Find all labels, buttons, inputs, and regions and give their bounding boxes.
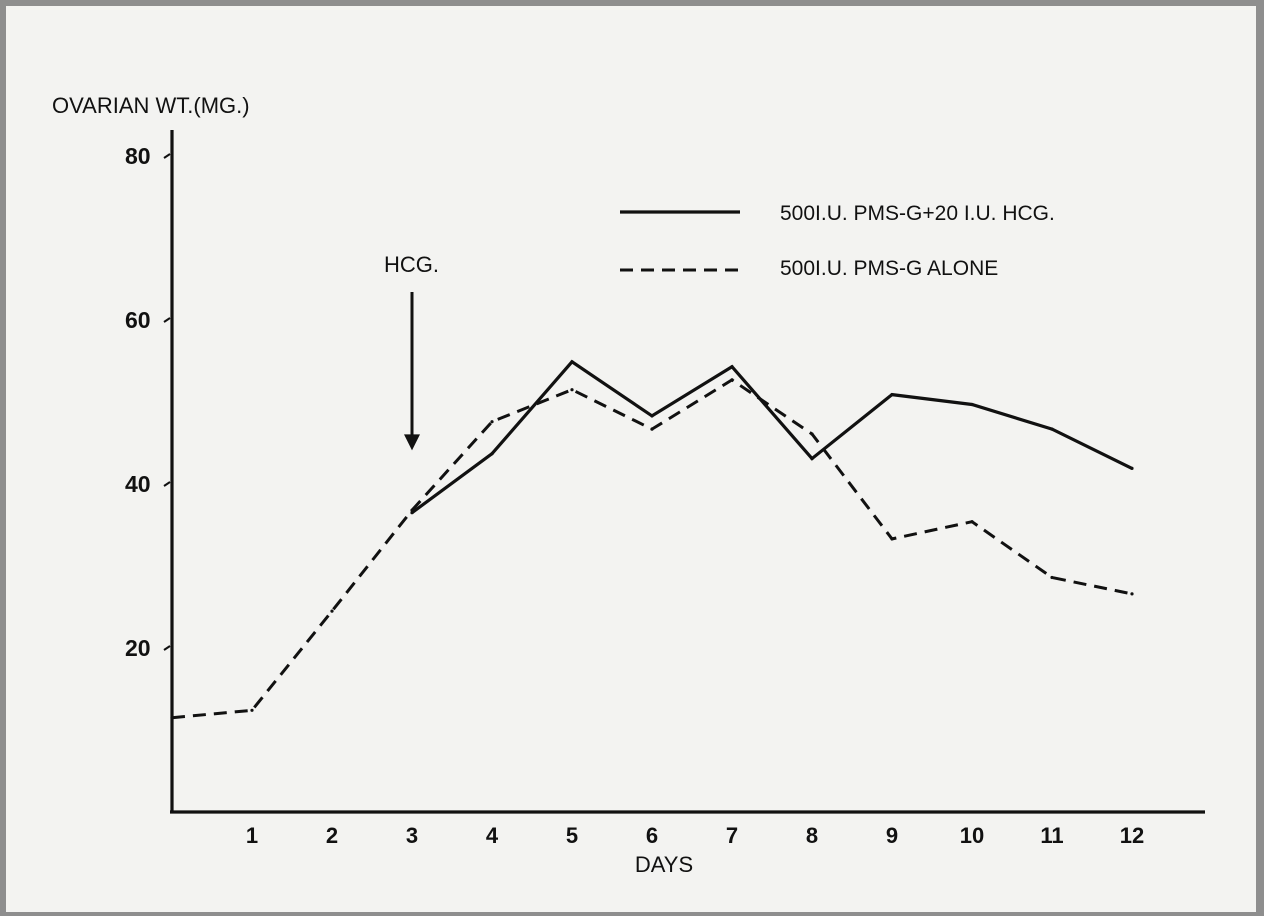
data-point-dashed-day-5 <box>570 388 574 392</box>
legend-solid-label: 500I.U. PMS-G+20 I.U. HCG. <box>780 202 1055 225</box>
data-point-dashed-day-10 <box>970 520 974 524</box>
y-tick-label-20: 20 <box>125 635 151 661</box>
x-tick-label-1: 1 <box>246 823 258 848</box>
x-tick-label-3: 3 <box>406 823 418 848</box>
data-point-solid-day-4 <box>490 452 494 456</box>
data-point-dashed-day-12 <box>1130 592 1134 596</box>
y-tick-mark-60 <box>163 317 171 323</box>
x-tick-label-12: 12 <box>1120 823 1144 848</box>
data-point-solid-day-11 <box>1050 427 1054 431</box>
y-tick-label-80: 80 <box>125 143 151 169</box>
x-tick-label-11: 11 <box>1040 823 1063 848</box>
data-point-dashed-day-6 <box>650 427 654 431</box>
legend-dashed-label: 500I.U. PMS-G ALONE <box>780 257 998 280</box>
data-point-solid-day-12 <box>1130 466 1134 470</box>
data-point-dashed-day-0 <box>170 716 174 720</box>
data-point-dashed-day-2 <box>330 609 334 613</box>
y-tick-mark-40 <box>163 481 171 487</box>
data-point-solid-day-6 <box>650 414 654 418</box>
y-tick-labels: 20 40 60 80 <box>125 143 171 661</box>
x-tick-label-6: 6 <box>646 823 658 848</box>
data-point-dashed-day-7 <box>730 378 734 382</box>
y-tick-mark-20 <box>163 645 171 651</box>
data-point-solid-day-10 <box>970 402 974 407</box>
hcg-arrow-head <box>404 434 420 451</box>
x-tick-labels: 1 2 3 4 5 6 7 8 9 10 11 12 <box>246 823 1144 848</box>
data-point-dashed-day-1 <box>250 708 254 712</box>
data-point-dashed-day-8 <box>810 432 814 436</box>
y-tick-label-40: 40 <box>125 471 151 497</box>
legend: 500I.U. PMS-G+20 I.U. HCG. 500I.U. PMS-G… <box>620 202 1055 280</box>
y-axis-label: OVARIAN WT.(MG.) <box>52 93 250 118</box>
data-point-dashed-day-3 <box>410 508 414 512</box>
x-tick-label-5: 5 <box>566 823 578 848</box>
hcg-annotation: HCG. <box>384 252 439 451</box>
hcg-annotation-label: HCG. <box>384 252 439 277</box>
x-tick-label-9: 9 <box>886 823 898 848</box>
x-tick-label-8: 8 <box>806 823 818 848</box>
data-point-dashed-day-11 <box>1050 575 1054 580</box>
series-lines <box>170 359 1134 720</box>
x-tick-label-10: 10 <box>960 823 984 848</box>
data-point-solid-day-7 <box>730 365 734 369</box>
y-tick-mark-80 <box>163 153 171 159</box>
data-point-solid-day-3 <box>410 511 414 515</box>
x-tick-label-7: 7 <box>726 823 738 848</box>
data-point-solid-day-9 <box>890 393 894 397</box>
x-axis-label: DAYS <box>635 852 693 877</box>
x-tick-label-2: 2 <box>326 823 338 848</box>
x-tick-label-4: 4 <box>486 823 499 848</box>
data-point-dashed-day-9 <box>890 537 894 541</box>
series-line-solid <box>411 359 1133 514</box>
y-tick-label-60: 60 <box>125 307 151 333</box>
down-arrow-icon <box>404 292 420 451</box>
photo-paper-background <box>6 6 1256 912</box>
data-point-dashed-day-4 <box>490 420 494 424</box>
data-point-solid-day-5 <box>570 360 574 364</box>
data-point-solid-day-8 <box>810 457 814 461</box>
